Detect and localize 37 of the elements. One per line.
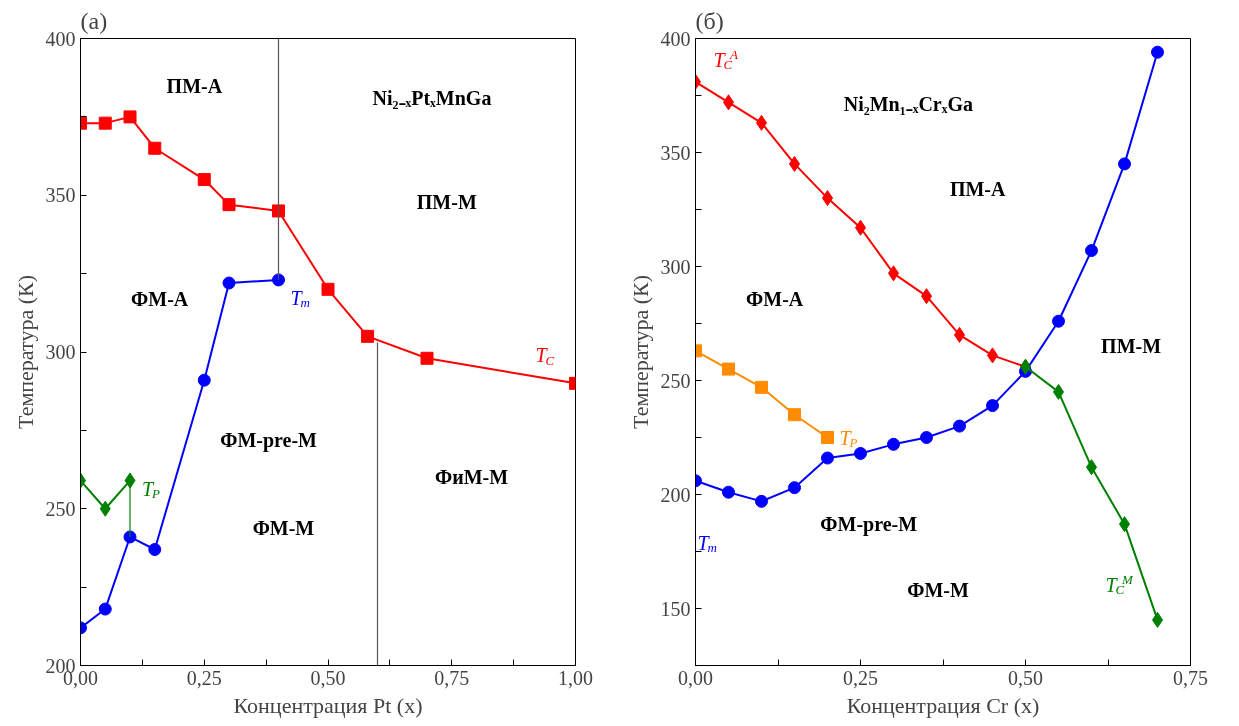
y-tick-label: 200 [660,483,691,506]
annotation: ФМ-А [746,287,804,310]
annotation: ФиМ-М [434,466,509,489]
annotation: ФМ-pre-M [220,428,318,452]
y-tick-label: 400 [660,27,691,50]
y-tick-label: 350 [45,184,76,207]
chart-title: (a) [80,7,108,34]
x-tick-label: 0,50 [310,666,346,689]
x-axis-title: Концентрация Cr (x) [846,692,1040,718]
annotation: Ni₂₋ₓPtₓMnGa [372,87,492,110]
x-tick-label: 0,25 [843,666,878,689]
annotation: ФМ-М [907,579,969,602]
x-axis-title: Концентрация Pt (x) [233,692,423,718]
annotation: ФМ-А [131,287,189,310]
x-tick-label: 0,75 [434,666,470,689]
x-tick-label: 0,00 [678,666,713,689]
annotation: ПМ-А [166,74,223,97]
y-tick-label: 250 [45,497,76,520]
annotation: ПМ-А [949,177,1006,200]
annotation: ФМ-М [252,516,315,539]
annotation: Ni₂Mn₁₋ₓCrₓGa [843,93,974,116]
y-axis-title: Температура (К) [627,275,653,429]
y-tick-label: 300 [660,255,691,278]
annotation: ПМ-М [1101,334,1162,357]
y-tick-label: 350 [660,141,691,164]
annotation: ФМ-pre-M [820,513,918,537]
x-tick-label: 1,00 [558,666,593,689]
chart-title: (б) [695,7,724,34]
y-tick-label: 300 [45,341,76,363]
annotation: ПМ-М [416,190,477,213]
y-tick-label: 250 [660,369,691,392]
x-tick-label: 0,75 [1173,666,1208,689]
x-tick-label: 0,25 [186,666,222,689]
y-axis-title: Температура (К) [12,275,38,429]
x-tick-label: 0,50 [1008,666,1043,689]
y-tick-label: 150 [660,597,691,620]
y-tick-label: 400 [45,27,76,50]
